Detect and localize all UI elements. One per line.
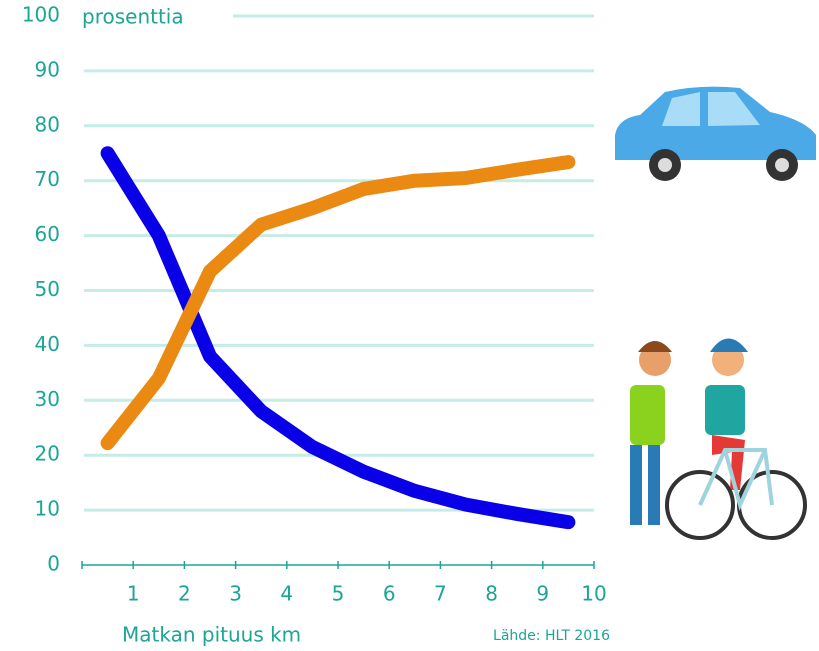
- x-tick-label: 4: [280, 582, 293, 606]
- y-tick-label: 10: [35, 497, 60, 521]
- y-axis-label: prosenttia: [82, 5, 184, 29]
- y-tick-label: 0: [47, 552, 60, 576]
- page: prosenttia Matkan pituus km Lähde: HLT 2…: [0, 0, 819, 651]
- y-tick-label: 70: [35, 167, 60, 191]
- x-tick-label: 2: [178, 582, 191, 606]
- chart: prosenttia Matkan pituus km Lähde: HLT 2…: [0, 0, 819, 651]
- x-tick-label: 7: [434, 582, 447, 606]
- people-illustration: [630, 339, 805, 539]
- x-tick-label: 10: [581, 582, 606, 606]
- x-axis-label: Matkan pituus km: [122, 623, 301, 647]
- y-tick-label: 30: [35, 387, 60, 411]
- x-tick-label: 8: [485, 582, 498, 606]
- x-tick-label: 1: [127, 582, 140, 606]
- x-tick-label: 6: [383, 582, 396, 606]
- y-tick-label: 50: [35, 277, 60, 301]
- y-tick-label: 90: [35, 57, 60, 81]
- source: Lähde: HLT 2016: [493, 628, 610, 644]
- x-tick-label: 5: [332, 582, 345, 606]
- car-illustration: [615, 87, 816, 181]
- x-tick-label: 3: [229, 582, 242, 606]
- y-tick-label: 100: [22, 3, 60, 27]
- y-tick-label: 40: [35, 332, 60, 356]
- y-tick-label: 20: [35, 442, 60, 466]
- y-tick-label: 80: [35, 112, 60, 136]
- y-tick-label: 60: [35, 222, 60, 246]
- x-tick-label: 9: [536, 582, 549, 606]
